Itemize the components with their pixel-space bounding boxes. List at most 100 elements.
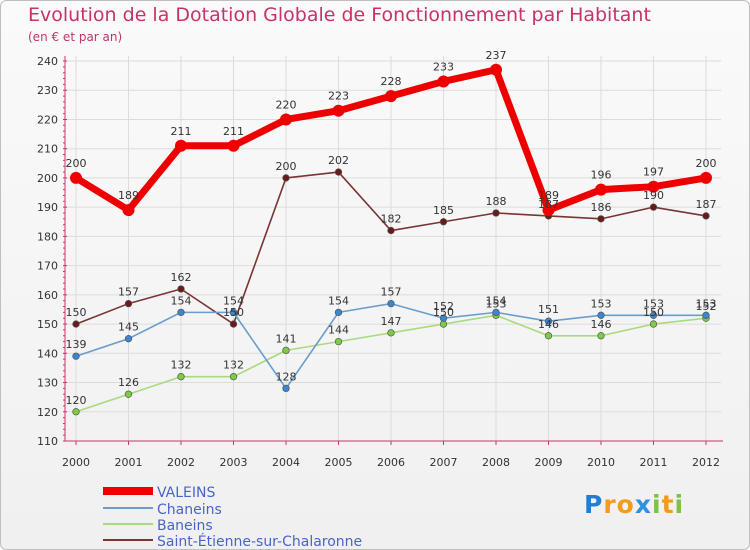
data-label: 141	[276, 332, 297, 345]
data-point	[595, 183, 607, 196]
legend: VALEINSChaneinsBaneinsSaint-Étienne-sur-…	[103, 485, 362, 549]
data-point	[387, 226, 395, 235]
data-point	[492, 209, 500, 217]
y-tick-label: 140	[37, 347, 58, 360]
data-point	[280, 113, 292, 126]
data-label: 147	[381, 315, 402, 328]
data-point	[334, 337, 343, 346]
data-label: 153	[643, 297, 664, 310]
data-point	[72, 352, 80, 360]
data-label: 186	[591, 201, 612, 214]
x-tick-label: 2012	[692, 456, 720, 469]
data-label: 152	[696, 300, 717, 313]
legend-label: VALEINS	[157, 485, 216, 501]
data-point	[229, 373, 238, 381]
y-tick-label: 230	[37, 84, 58, 97]
data-point	[124, 335, 133, 343]
y-tick-label: 200	[37, 172, 58, 185]
x-tick-label: 2008	[482, 456, 510, 469]
data-label: 200	[696, 157, 717, 170]
legend-label: Baneins	[157, 518, 213, 534]
data-label: 211	[223, 125, 244, 138]
data-point	[229, 308, 238, 317]
data-point	[122, 204, 135, 217]
y-tick-label: 190	[37, 201, 58, 214]
data-label: 126	[118, 376, 139, 389]
data-point	[542, 204, 555, 217]
data-label: 150	[433, 306, 454, 319]
data-point	[439, 218, 448, 226]
data-label: 189	[118, 189, 139, 202]
data-point	[597, 311, 605, 319]
data-point	[702, 212, 710, 220]
x-tick-label: 2003	[220, 456, 248, 469]
data-point	[227, 139, 240, 152]
data-label: 128	[276, 370, 297, 383]
data-label: 150	[66, 306, 87, 319]
y-tick-label: 150	[37, 318, 58, 331]
data-label: 120	[66, 394, 87, 407]
chart-subtitle: (en € et par an)	[28, 30, 123, 44]
logo-letter: x	[634, 490, 652, 519]
data-label: 200	[276, 160, 297, 173]
x-tick-label: 2000	[62, 456, 90, 469]
x-tick-label: 2002	[167, 456, 195, 469]
data-point	[597, 215, 605, 223]
data-point	[647, 180, 660, 193]
data-point	[702, 311, 710, 319]
data-label: 190	[643, 189, 664, 202]
data-point	[700, 171, 712, 184]
data-point	[334, 168, 343, 176]
data-label: 162	[171, 271, 192, 284]
data-label: 157	[381, 286, 402, 299]
data-label: 153	[591, 297, 612, 310]
data-label: 197	[643, 166, 664, 179]
logo-letter: r	[603, 490, 617, 519]
legend-label: Saint-Étienne-sur-Chalaronne	[157, 533, 362, 549]
data-label: 153	[696, 297, 717, 310]
data-point	[72, 320, 80, 328]
logo-letter: o	[616, 490, 635, 519]
data-point	[544, 317, 553, 325]
data-label: 189	[538, 189, 559, 202]
data-label: 233	[433, 60, 454, 73]
data-label: 185	[433, 204, 454, 217]
data-point	[72, 408, 80, 416]
y-tick-label: 110	[37, 435, 58, 448]
x-tick-label: 2001	[115, 456, 143, 469]
data-label: 139	[66, 338, 87, 351]
data-point	[229, 320, 238, 328]
data-point	[544, 332, 553, 340]
data-label: 146	[538, 318, 559, 331]
data-point	[649, 320, 658, 328]
data-point	[649, 203, 658, 211]
data-label: 182	[381, 213, 402, 226]
x-tick-label: 2010	[587, 456, 615, 469]
data-point	[282, 346, 290, 355]
data-label: 154	[486, 294, 507, 307]
x-tick-label: 2005	[325, 456, 353, 469]
data-point	[385, 90, 397, 103]
logo-letter: i	[674, 490, 685, 519]
data-label: 154	[328, 294, 349, 307]
y-tick-label: 170	[37, 260, 58, 273]
x-tick-label: 2004	[272, 456, 300, 469]
x-tick-label: 2009	[535, 456, 563, 469]
data-label: 211	[171, 125, 192, 138]
data-point	[177, 308, 185, 317]
data-label: 220	[276, 98, 297, 111]
logo-letter: i	[652, 490, 662, 519]
y-tick-label: 180	[37, 230, 58, 243]
x-tick-label: 2007	[430, 456, 458, 469]
data-label: 202	[328, 154, 349, 167]
data-point	[282, 174, 290, 182]
data-point	[175, 139, 187, 152]
data-label: 132	[171, 359, 192, 372]
data-point	[177, 373, 185, 381]
y-tick-label: 120	[37, 406, 58, 419]
y-tick-label: 160	[37, 289, 58, 302]
data-point	[124, 390, 133, 398]
data-point	[439, 314, 448, 322]
